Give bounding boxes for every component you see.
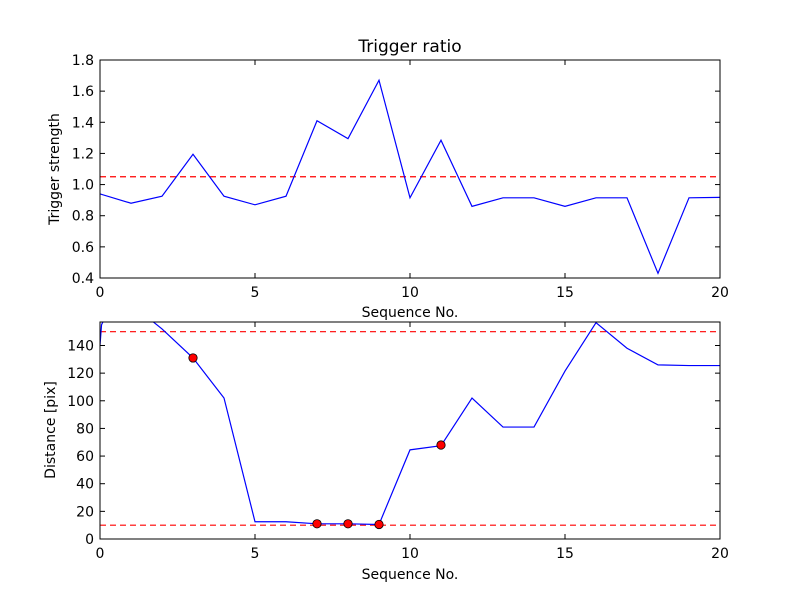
top-x-axis-label: Sequence No.: [362, 305, 459, 321]
bottom-x-axis-label: Sequence No.: [362, 567, 459, 583]
top-y-tick-label-0: 0.4: [72, 271, 94, 287]
top-x-tick-label-1: 5: [251, 285, 260, 301]
bottom-y-ticks: 0 20 40 60 80 100 120 140: [67, 338, 720, 548]
top-y-tick-label-5: 1.4: [72, 115, 94, 131]
top-y-tick-label-6: 1.6: [72, 84, 94, 100]
top-y-ticks: 0.4 0.6 0.8 1.0 1.2 1.4 1.6 1.8: [72, 53, 720, 287]
top-x-tick-label-2: 10: [401, 285, 419, 301]
top-series-group: [100, 78, 720, 275]
top-y-tick-label-4: 1.2: [72, 146, 94, 162]
bottom-marker-1: [312, 519, 322, 529]
bottom-x-tick-label-3: 15: [556, 546, 574, 562]
top-y-tick-label-1: 0.6: [72, 240, 94, 256]
top-y-tick-label-3: 1.0: [72, 178, 94, 194]
subplot-top: Trigger ratio 0 5 10 15 20 0.4 0.6 0.8 1.0 1.2 1.…: [47, 37, 729, 321]
bottom-y-tick-label-6: 120: [67, 366, 94, 382]
bottom-x-tick-label-2: 10: [401, 546, 419, 562]
top-axes-frame: [99, 59, 721, 279]
bottom-y-tick-label-3: 60: [76, 449, 94, 465]
top-x-tick-label-3: 15: [556, 285, 574, 301]
bottom-y-tick-label-2: 40: [76, 477, 94, 493]
top-x-ticks: 0 5 10 15 20: [96, 60, 729, 301]
bottom-y-tick-label-5: 100: [67, 394, 94, 410]
bottom-y-tick-label-0: 0: [85, 532, 94, 548]
top-y-tick-label-2: 0.8: [72, 209, 94, 225]
bottom-threshold-lines: [100, 331, 720, 526]
bottom-marker-0: [188, 353, 198, 363]
bottom-marker-4: [436, 440, 446, 450]
bottom-x-ticks: 0 5 10 15 20: [96, 322, 729, 562]
top-x-tick-label-0: 0: [96, 285, 105, 301]
top-title: Trigger ratio: [357, 37, 461, 57]
bottom-axes-frame: [99, 321, 721, 540]
bottom-x-tick-label-1: 5: [251, 546, 260, 562]
bottom-y-tick-label-1: 20: [76, 504, 94, 520]
bottom-marker-2: [343, 519, 353, 529]
bottom-y-axis-label: Distance [pix]: [43, 381, 59, 479]
subplot-bottom: 0 5 10 15 20 0 20 40 60 80 100 120 140 Sequence No.…: [43, 321, 729, 583]
top-x-tick-label-4: 20: [711, 285, 729, 301]
top-y-axis-label: Trigger strength: [47, 113, 63, 226]
top-series-line-0: [100, 78, 720, 275]
bottom-y-tick-label-4: 80: [76, 421, 94, 437]
bottom-x-tick-label-0: 0: [96, 546, 105, 562]
bottom-y-tick-label-7: 140: [67, 338, 94, 354]
bottom-markers-group: [188, 353, 446, 530]
bottom-marker-3: [374, 519, 384, 530]
top-y-tick-label-7: 1.8: [72, 53, 94, 69]
bottom-x-tick-label-4: 20: [711, 546, 729, 562]
